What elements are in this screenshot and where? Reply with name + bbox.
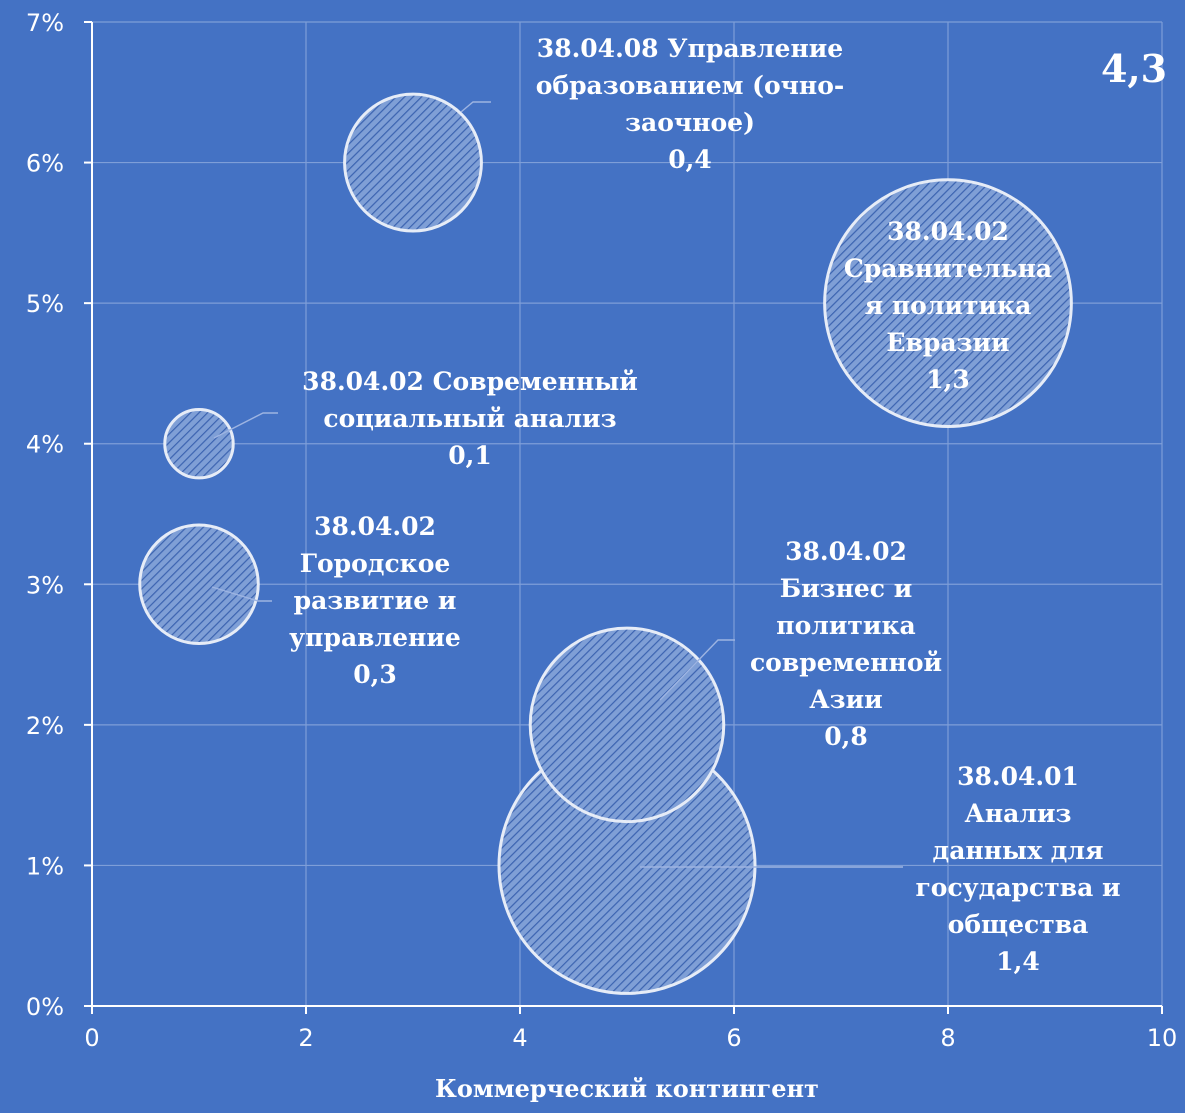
bubble-label-line: я политика — [865, 291, 1032, 320]
bubble-data-label: 38.04.02 Городское развитие и управление 0,3 — [289, 512, 461, 689]
bubble-label-line: 0,1 — [448, 441, 492, 470]
y-tick-label: 7% — [26, 9, 64, 37]
x-tick-label: 8 — [940, 1024, 955, 1052]
bubble-data-label: 38.04.02 Бизнес и политика современной Азии 0… — [750, 537, 942, 751]
bubble-label-line: государства и — [915, 873, 1120, 902]
bubble-label-line: данных для — [933, 836, 1104, 865]
x-tick-label: 6 — [726, 1024, 741, 1052]
bubble-label-line: социальный анализ — [323, 404, 616, 433]
bubble-label-line: управление — [289, 623, 461, 652]
bubble-label-line: политика — [776, 611, 915, 640]
bubble-label-line: Городское — [300, 549, 451, 578]
x-tick-label: 4 — [512, 1024, 527, 1052]
x-axis-title: Коммерческий контингент — [435, 1074, 819, 1103]
bubble-label-line: Азии — [809, 685, 882, 714]
bubble-mark — [528, 626, 726, 824]
leader-line — [460, 101, 491, 113]
bubble-label-line: развитие и — [294, 586, 457, 615]
y-tick-label: 3% — [26, 571, 64, 599]
y-tick-label: 4% — [26, 431, 64, 459]
bubble-label-line: 0,4 — [668, 145, 712, 174]
bubble-label-line: образованием (очно- — [536, 71, 845, 100]
bubble-mark — [138, 523, 260, 646]
bubble-label-line: заочное) — [625, 108, 755, 137]
leader-line — [211, 586, 272, 602]
y-tick-label: 6% — [26, 150, 64, 178]
bubble-data-label: 38.04.08 Управление образованием (очно-за… — [536, 34, 845, 174]
y-tick-label: 5% — [26, 290, 64, 318]
bubble-label-line: 38.04.02 — [314, 512, 436, 541]
bubble-label-line: общества — [948, 910, 1089, 939]
bubble-label-line: 38.04.01 — [957, 762, 1079, 791]
bubble-mark — [163, 408, 235, 480]
bubble-label-line: Евразии — [886, 328, 1009, 357]
y-tick-label: 2% — [26, 712, 64, 740]
bubble-label-line: 1,3 — [926, 365, 970, 394]
total-value-label: 4,3 — [1101, 46, 1167, 91]
bubble-data-label: 38.04.02 Современный социальный анализ 0,1 — [302, 367, 638, 470]
y-tick-label: 1% — [26, 852, 64, 880]
bubble-label-line: Сравнительна — [844, 254, 1052, 283]
bubble-label-line: 38.04.02 Современный — [302, 367, 638, 396]
x-tick-label: 0 — [84, 1024, 99, 1052]
y-tick-label: 0% — [26, 993, 64, 1021]
bubble-label-line: 38.04.08 Управление — [537, 34, 843, 63]
bubble-label-line: 38.04.02 — [887, 217, 1009, 246]
bubble-label-line: современной — [750, 648, 942, 677]
bubble-label-line: 0,3 — [353, 660, 397, 689]
bubble-label-line: 0,8 — [824, 722, 868, 751]
bubble-label-line: Бизнес и — [780, 574, 913, 603]
bubble-label-line: Анализ — [965, 799, 1072, 828]
leader-line — [213, 412, 278, 439]
bubble-mark — [823, 178, 1073, 428]
bubble-data-label: 38.04.02 Сравнительна я политика Евразии 1,3 — [844, 217, 1052, 394]
bubble-data-label: 38.04.01 Анализ данных для государства и общ… — [915, 762, 1120, 976]
bubble-label-line: 38.04.02 — [785, 537, 907, 566]
x-tick-label: 10 — [1147, 1024, 1178, 1052]
x-tick-label: 2 — [298, 1024, 313, 1052]
bubble-label-line: 1,4 — [996, 947, 1040, 976]
leader-line — [659, 639, 735, 701]
bubble-mark — [343, 92, 483, 233]
